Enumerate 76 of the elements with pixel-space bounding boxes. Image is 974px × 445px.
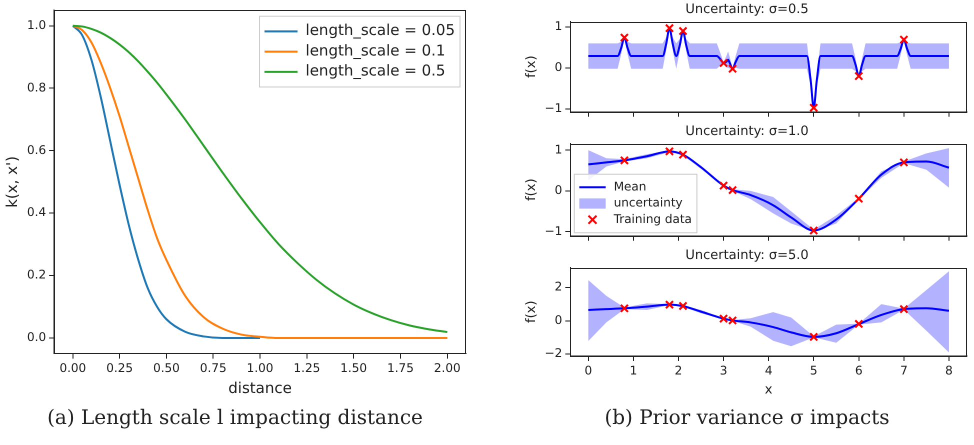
point xyxy=(719,181,728,190)
y-axis-title: f(x) xyxy=(524,300,540,324)
x-tick-label: 1.50 xyxy=(340,360,368,375)
x-tick-label: 1.25 xyxy=(293,360,320,375)
legend-label: Mean xyxy=(614,179,646,194)
y-tick-label: 1 xyxy=(554,142,562,156)
point xyxy=(899,158,908,167)
legend-label: Training data xyxy=(612,212,692,226)
x-tick-label: 0.75 xyxy=(200,360,227,375)
x-tick-label: 0.25 xyxy=(106,360,133,375)
x-tick-label: 1 xyxy=(630,363,638,378)
chart-title: Uncertainty: σ=0.5 xyxy=(685,2,809,18)
x-axis-title: distance xyxy=(228,378,292,397)
point xyxy=(620,304,629,313)
x-tick-label: 2 xyxy=(674,363,682,378)
point xyxy=(728,186,738,195)
line-series xyxy=(587,304,950,338)
point xyxy=(854,72,864,81)
x-tick-label: 4 xyxy=(764,363,772,378)
point xyxy=(728,64,738,74)
point xyxy=(678,26,688,36)
point xyxy=(728,316,738,325)
x-tick-label: 0 xyxy=(584,363,592,378)
text: (b) Prior variance σ impacts xyxy=(603,405,891,429)
y-tick-label: 1.0 xyxy=(26,18,46,32)
x-tick-label: 1.00 xyxy=(246,360,274,375)
point xyxy=(678,150,688,160)
point xyxy=(809,332,818,342)
y-tick-label: 0.0 xyxy=(26,330,46,344)
x-tick-label: 5 xyxy=(810,363,818,378)
point xyxy=(664,146,674,156)
legend-label: length_scale = 0.05 xyxy=(306,21,456,40)
legend-label: length_scale = 0.5 xyxy=(306,62,446,80)
point xyxy=(899,35,908,44)
point xyxy=(854,194,864,204)
x-axis-title: x xyxy=(764,382,773,398)
y-tick-label: 0.6 xyxy=(26,142,46,157)
line-series xyxy=(72,24,262,339)
y-tick-label: 0 xyxy=(554,183,562,198)
x-tick-label: 8 xyxy=(945,363,953,378)
y-tick-label: 0.4 xyxy=(26,205,46,220)
y-tick-label: 2 xyxy=(554,280,562,294)
chart-title: Uncertainty: σ=1.0 xyxy=(685,124,809,140)
y-tick-label: 0.8 xyxy=(26,80,46,94)
y-axis-title: k(x, x') xyxy=(2,156,21,208)
chart-title: Uncertainty: σ=5.0 xyxy=(685,248,809,264)
x-tick-label: 0.50 xyxy=(153,360,180,375)
y-tick-label: 0.2 xyxy=(26,268,46,282)
point xyxy=(899,304,908,314)
x-tick-label: 1.75 xyxy=(387,360,414,375)
y-tick-label: 1 xyxy=(554,19,562,34)
point xyxy=(664,24,674,33)
x-tick-label: 2.00 xyxy=(434,360,461,375)
x-tick-label: 7 xyxy=(900,363,908,378)
point xyxy=(678,301,688,311)
text: (a) Length scale l impacting distance xyxy=(46,405,424,429)
y-tick-label: −2 xyxy=(544,346,562,360)
y-tick-label: −1 xyxy=(544,101,562,116)
y-axis-title: f(x) xyxy=(524,178,540,201)
y-tick-label: 0 xyxy=(554,60,562,74)
y-tick-label: −1 xyxy=(544,224,562,238)
legend-label: length_scale = 0.1 xyxy=(306,41,446,60)
point xyxy=(854,319,864,328)
point xyxy=(719,314,728,324)
point xyxy=(620,156,629,165)
y-axis-title: f(x) xyxy=(524,55,540,78)
x-tick-label: 6 xyxy=(854,363,863,378)
x-tick-label: 3 xyxy=(720,363,728,378)
point xyxy=(719,58,728,68)
x-tick-label: 0.00 xyxy=(59,360,86,375)
point xyxy=(664,300,674,310)
point xyxy=(809,103,818,112)
legend-label: uncertainty xyxy=(614,196,683,210)
y-tick-label: 0 xyxy=(554,312,562,327)
point xyxy=(809,226,818,236)
point xyxy=(620,33,629,42)
